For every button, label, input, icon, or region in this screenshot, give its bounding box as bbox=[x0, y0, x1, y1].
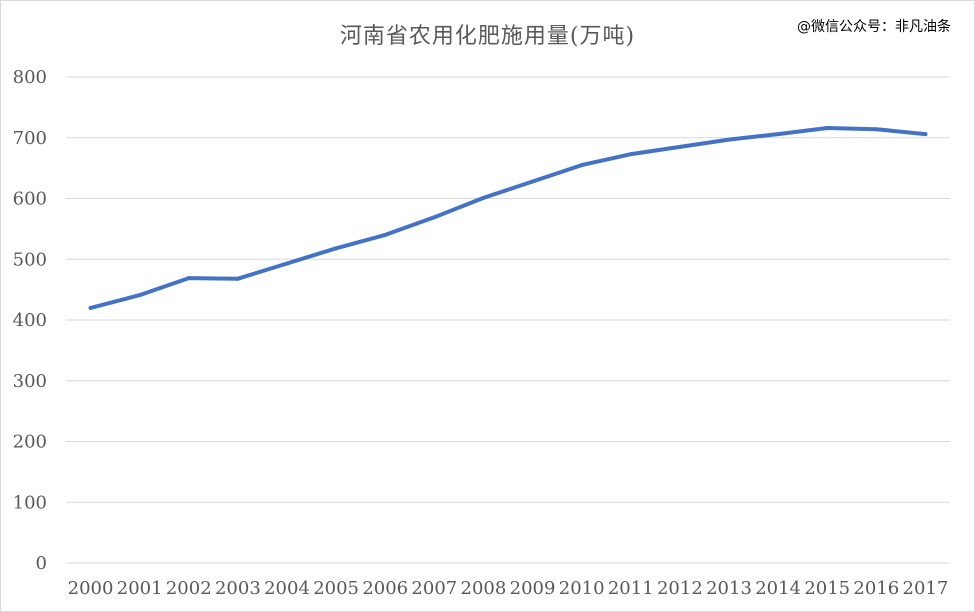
y-tick-label: 700 bbox=[13, 128, 47, 149]
x-tick-label: 2008 bbox=[461, 578, 507, 599]
x-tick-label: 2002 bbox=[166, 578, 212, 599]
x-tick-label: 2016 bbox=[853, 578, 899, 599]
x-tick-label: 2007 bbox=[411, 578, 457, 599]
y-tick-label: 500 bbox=[13, 249, 47, 270]
series-group bbox=[88, 126, 928, 310]
data-point bbox=[579, 163, 584, 168]
data-point bbox=[677, 144, 682, 149]
y-axis-ticks: 0 100 200 300 400 500 600 700 800 bbox=[13, 67, 47, 574]
series-line bbox=[88, 126, 928, 310]
data-point bbox=[776, 132, 781, 137]
x-tick-label: 2003 bbox=[215, 578, 261, 599]
data-point bbox=[628, 152, 633, 157]
data-point bbox=[432, 215, 437, 220]
x-tick-label: 2009 bbox=[510, 578, 556, 599]
data-point bbox=[383, 232, 388, 237]
data-point bbox=[923, 132, 928, 137]
data-point bbox=[874, 127, 879, 132]
data-point bbox=[235, 276, 240, 281]
x-tick-label: 2011 bbox=[608, 578, 654, 599]
data-point bbox=[530, 179, 535, 184]
x-tick-label: 2013 bbox=[706, 578, 752, 599]
x-tick-label: 2017 bbox=[903, 578, 949, 599]
data-point bbox=[825, 126, 830, 131]
y-tick-label: 300 bbox=[13, 371, 47, 392]
x-tick-label: 2014 bbox=[755, 578, 801, 599]
y-tick-label: 400 bbox=[13, 310, 47, 331]
y-tick-label: 200 bbox=[13, 432, 47, 453]
x-tick-label: 2015 bbox=[804, 578, 850, 599]
x-tick-label: 2001 bbox=[117, 578, 163, 599]
data-point bbox=[285, 261, 289, 266]
x-tick-label: 2006 bbox=[362, 578, 408, 599]
grid-lines bbox=[66, 76, 950, 564]
x-tick-label: 2005 bbox=[313, 578, 359, 599]
x-tick-label: 2010 bbox=[559, 578, 605, 599]
data-point bbox=[137, 293, 142, 298]
data-point bbox=[481, 195, 486, 200]
watermark: @微信公众号：非凡油条 bbox=[797, 19, 951, 35]
chart-title: 河南省农用化肥施用量(万吨) bbox=[339, 24, 636, 49]
y-tick-label: 0 bbox=[36, 553, 47, 574]
y-tick-label: 100 bbox=[13, 492, 47, 513]
x-tick-label: 2004 bbox=[264, 578, 310, 599]
data-point bbox=[186, 276, 191, 281]
y-tick-label: 800 bbox=[13, 67, 47, 88]
data-point bbox=[334, 246, 339, 251]
data-point bbox=[727, 137, 731, 142]
x-axis-ticks: 2000 2001 2002 2003 2004 2005 2006 2007 2008 2009… bbox=[68, 578, 949, 599]
x-tick-label: 2012 bbox=[657, 578, 703, 599]
x-tick-label: 2000 bbox=[68, 578, 114, 599]
data-point bbox=[88, 305, 93, 310]
y-tick-label: 600 bbox=[13, 189, 47, 210]
